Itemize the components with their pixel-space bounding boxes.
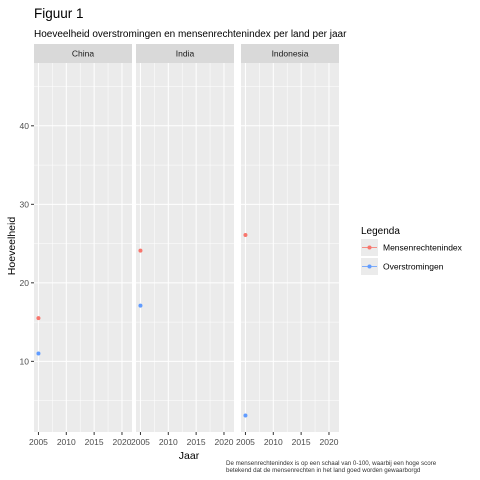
chart-subtitle: Hoeveelheid overstromingen en mensenrech… [34,29,347,40]
facet-strip-label-indonesia: Indonesia [272,49,309,59]
panel-background-indonesia [241,63,339,432]
caption-line-2: betekend dat de mensenrechten in het lan… [226,467,421,474]
y-tick-label: 30 [20,199,30,209]
legend-label: Mensenrechtenindex [383,243,463,253]
y-axis-title: Hoeveelheid [6,217,18,276]
data-point-overstromingen-india [138,303,143,308]
x-tick-label: 2015 [85,437,104,447]
y-tick-label: 10 [20,356,30,366]
x-tick-label: 2020 [215,437,234,447]
data-point-mensenrechtenindex-indonesia [243,232,248,237]
facet-panel-indonesia: Indonesia 2005 2010 2015 2020 [236,44,339,447]
panel-background-china [34,63,132,432]
legend-title: Legenda [361,226,400,237]
x-tick-label: 2005 [236,437,255,447]
x-tick-label: 2005 [29,437,48,447]
x-tick-label: 2005 [131,437,150,447]
legend-entry-mensenrechtenindex: Mensenrechtenindex [361,239,463,256]
legend-key-point [367,264,372,269]
facet-panel-india: India 2005 2010 2015 2020 [131,44,234,447]
data-point-overstromingen-china [36,351,41,356]
data-point-mensenrechtenindex-china [36,316,41,321]
legend: Legenda Mensenrechtenindex Overstromingen [361,226,463,275]
facet-strip-label-china: China [72,49,94,59]
x-tick-label: 2020 [320,437,339,447]
legend-label: Overstromingen [383,262,444,272]
x-tick-label: 2020 [113,437,132,447]
x-tick-label: 2010 [57,437,76,447]
facet-strip-china [34,44,132,63]
x-tick-label: 2015 [187,437,206,447]
facet-strip-india [136,44,234,63]
facet-panels: China 2005 2010 2015 2020 India 2005 2010 2015 20… [29,44,339,447]
panel-background-india [136,63,234,432]
y-tick-label: 20 [20,278,30,288]
caption-line-1: De mensenrechtenindex is op een schaal v… [226,460,437,467]
chart-title: Figuur 1 [34,6,84,21]
legend-entry-overstromingen: Overstromingen [361,258,444,275]
data-point-overstromingen-indonesia [243,413,248,418]
data-point-mensenrechtenindex-india [138,248,143,253]
facet-strip-label-india: India [176,49,195,59]
x-tick-label: 2015 [292,437,311,447]
y-tick-label: 40 [20,121,30,131]
facet-panel-china: China 2005 2010 2015 2020 [29,44,132,447]
x-tick-label: 2010 [264,437,283,447]
legend-key-point [367,245,372,250]
x-tick-label: 2010 [159,437,178,447]
x-axis-title: Jaar [179,450,200,462]
facet-strip-indonesia [241,44,339,63]
y-axis: 10 20 30 40 [20,121,34,366]
